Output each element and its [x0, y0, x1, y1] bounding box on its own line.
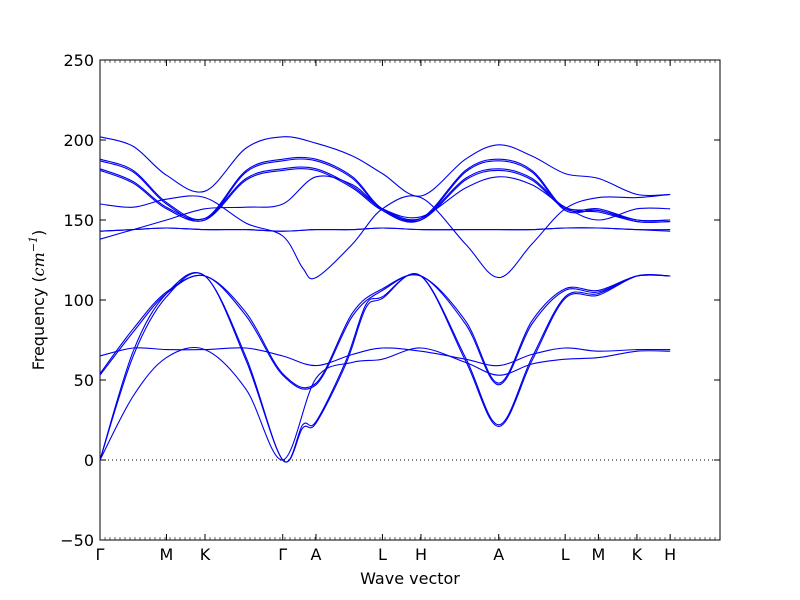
y-tick-label: 250 [63, 51, 94, 70]
y-axis-title-unit: cm [29, 252, 48, 276]
x-tick-label: K [200, 545, 211, 564]
axes-frame [99, 59, 721, 541]
y-ticks: −50 0 50 100 150 200 250 [60, 51, 720, 550]
x-tick-label: A [493, 545, 504, 564]
band-line-8 [99, 227, 671, 232]
band-line-13 [99, 158, 671, 223]
x-tick-label: A [310, 545, 321, 564]
band-line-15 [99, 136, 671, 197]
y-tick-label: 150 [63, 211, 94, 230]
plot-area: −50 0 50 100 150 200 250 Γ M K Γ A L H A L M K H [60, 51, 721, 564]
y-tick-label: −50 [60, 531, 94, 550]
minor-x-ticks [104, 60, 716, 540]
x-tick-label: M [160, 545, 174, 564]
x-tick-label: M [591, 545, 605, 564]
y-axis-title-exponent: −1 [27, 236, 40, 252]
y-tick-label: 100 [63, 291, 94, 310]
x-tick-label: Γ [96, 545, 105, 564]
band-line-6 [99, 347, 671, 367]
band-line-1 [99, 346, 671, 461]
y-axis-title-suffix: ) [29, 230, 48, 236]
y-axis-title-prefix: Frequency ( [29, 276, 48, 370]
x-tick-label: Γ [278, 545, 287, 564]
y-tick-label: 0 [84, 451, 94, 470]
band-line-5 [99, 274, 671, 389]
x-tick-label: L [378, 545, 387, 564]
band-line-14 [99, 156, 671, 222]
series-group [99, 136, 671, 463]
x-tick-label: H [415, 545, 427, 564]
y-tick-label: 200 [63, 131, 94, 150]
x-tick-label: K [632, 545, 643, 564]
y-tick-label: 50 [74, 371, 94, 390]
x-tick-label: H [664, 545, 676, 564]
x-tick-label: L [561, 545, 570, 564]
x-axis-title: Wave vector [360, 569, 460, 588]
y-axis-title: Frequency (cm−1) [27, 230, 48, 371]
